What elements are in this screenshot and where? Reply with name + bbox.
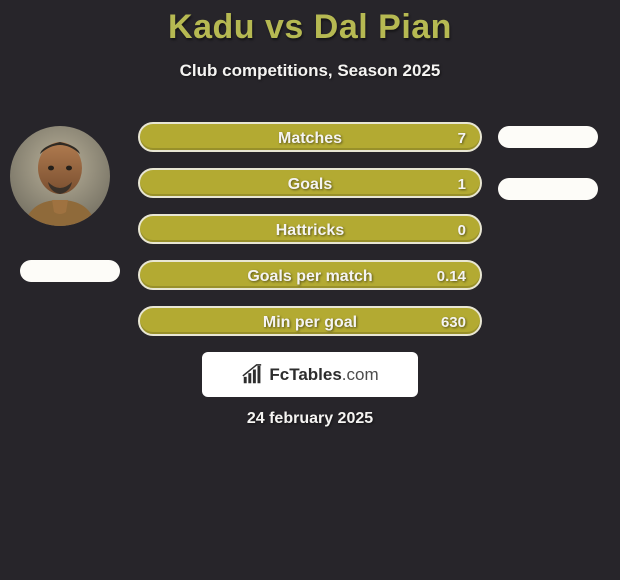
stat-value: 0.14 <box>437 262 466 292</box>
stat-label: Hattricks <box>140 216 480 246</box>
date-text: 24 february 2025 <box>0 410 620 428</box>
player-right-name-pill-2 <box>498 178 598 200</box>
stat-value: 1 <box>458 170 466 200</box>
player-left-name: Kadu <box>168 8 255 46</box>
stat-label: Goals per match <box>140 262 480 292</box>
stat-row: Matches 7 <box>138 122 482 152</box>
page-title: Kadu vs Dal Pian <box>0 8 620 47</box>
stats-table: Matches 7 Goals 1 Hattricks 0 Goals per … <box>138 122 482 352</box>
brand-text: FcTables.com <box>269 365 378 385</box>
player-left-name-pill <box>20 260 120 282</box>
stat-label: Min per goal <box>140 308 480 338</box>
stat-row: Goals 1 <box>138 168 482 198</box>
stat-value: 0 <box>458 216 466 246</box>
player-left-avatar <box>10 126 110 226</box>
stat-row: Goals per match 0.14 <box>138 260 482 290</box>
stat-value: 7 <box>458 124 466 154</box>
brand-badge: FcTables.com <box>202 352 418 397</box>
stat-value: 630 <box>441 308 466 338</box>
avatar-placeholder-icon <box>10 126 110 226</box>
brand-name: FcTables <box>269 365 341 384</box>
subtitle: Club competitions, Season 2025 <box>0 61 620 81</box>
brand-suffix: .com <box>342 365 379 384</box>
vs-text: vs <box>265 8 304 46</box>
stat-label: Goals <box>140 170 480 200</box>
stat-label: Matches <box>140 124 480 154</box>
stat-row: Hattricks 0 <box>138 214 482 244</box>
player-right-name-pill-1 <box>498 126 598 148</box>
stat-row: Min per goal 630 <box>138 306 482 336</box>
player-right-name: Dal Pian <box>314 8 452 46</box>
bar-chart-icon <box>241 364 263 386</box>
comparison-card: Kadu vs Dal Pian Club competitions, Seas… <box>0 0 620 580</box>
